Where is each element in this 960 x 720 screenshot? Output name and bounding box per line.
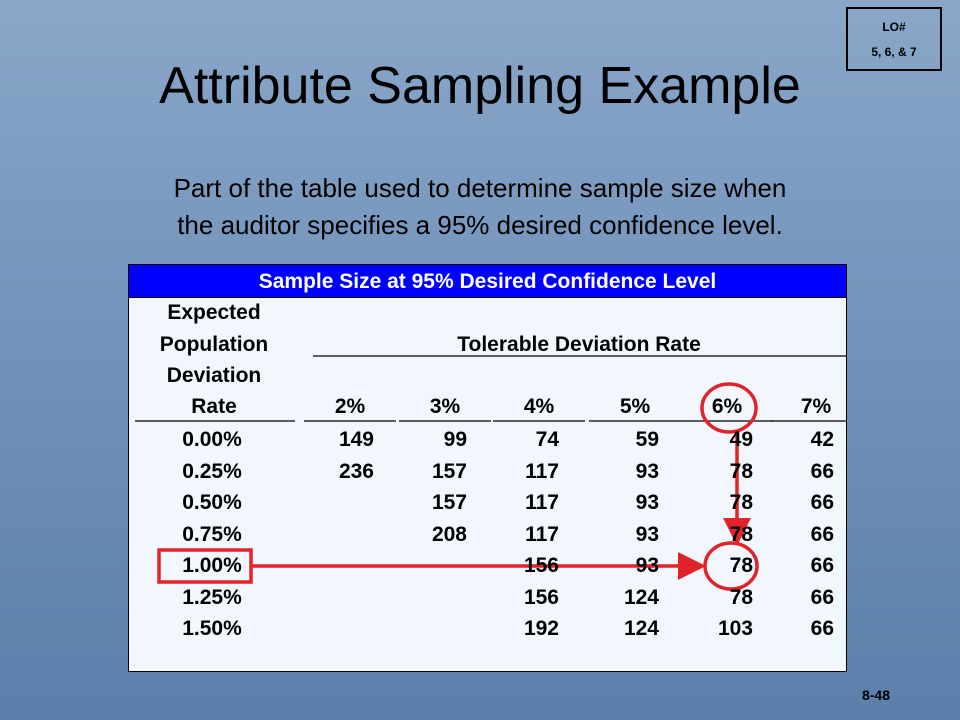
column-header: 5% (619, 395, 651, 418)
row-rate: 0.00% (182, 428, 242, 451)
table-cell: 124 (623, 617, 659, 640)
column-header: 4% (523, 395, 555, 418)
table-cell: 66 (810, 459, 834, 483)
slide-title: Attribute Sampling Example (159, 57, 801, 115)
column-header: 7% (800, 395, 832, 418)
table-cell: 78 (729, 585, 753, 609)
table-cell: 149 (338, 428, 374, 451)
table-cell: 192 (523, 617, 559, 640)
table-cell: 93 (635, 491, 659, 514)
table-title: Sample Size at 95% Desired Confidence Le… (129, 265, 846, 298)
table-cell: 93 (635, 554, 659, 577)
lo-badge-label: LO# (882, 20, 906, 34)
table-cell: 66 (810, 617, 834, 640)
table-cell: 208 (431, 522, 467, 546)
column-group-header: Tolerable Deviation Rate (457, 333, 701, 356)
table-cell: 66 (810, 554, 834, 577)
table-rules-and-highlights (135, 355, 846, 591)
row-rate: 0.75% (182, 522, 242, 546)
column-header: 2% (334, 395, 366, 418)
table-cell: 66 (810, 522, 834, 546)
row-rate: 1.25% (182, 585, 242, 609)
lo-badge: LO# 5, 6, & 7 (846, 7, 942, 71)
row-header-line: Deviation (166, 364, 262, 387)
table-cell: 74 (535, 428, 559, 451)
page-number: 8-48 (861, 687, 890, 703)
table-cell: 59 (635, 428, 659, 451)
row-rate: 0.50% (182, 491, 242, 514)
table-cell: 117 (525, 459, 559, 483)
row-header-line: Rate (191, 395, 237, 418)
table-cell: 156 (523, 585, 559, 609)
table-cell: 103 (717, 617, 753, 640)
column-header: 6% (711, 395, 743, 418)
table-cell: 117 (525, 491, 559, 514)
row-header-line: Population (159, 333, 269, 356)
table-cell: 78 (729, 459, 753, 483)
sample-size-table: Sample Size at 95% Desired Confidence Le… (128, 264, 847, 672)
lo-badge-numbers: 5, 6, & 7 (871, 45, 917, 59)
table-cell: 156 (523, 554, 559, 577)
table-cell: 42 (810, 428, 834, 451)
table-cell: 236 (338, 459, 374, 483)
column-header: 3% (429, 395, 461, 418)
subtitle-line-1: Part of the table used to determine samp… (173, 173, 787, 203)
row-header-line: Expected (167, 301, 261, 324)
row-rate: 0.25% (182, 459, 242, 483)
highlight-rate-box (157, 548, 253, 584)
table-cell: 124 (623, 585, 659, 609)
row-rate: 1.50% (182, 617, 242, 640)
table-cell: 78 (729, 491, 753, 514)
table-cell: 99 (443, 428, 467, 451)
table-cell: 66 (810, 585, 834, 609)
table-cell: 49 (729, 428, 753, 451)
table-cell: 78 (729, 554, 753, 577)
table-cell: 78 (729, 522, 753, 546)
table-cell: 93 (635, 459, 659, 483)
row-rate: 1.00% (182, 554, 242, 577)
table-cell: 117 (525, 522, 559, 546)
table-cell: 157 (431, 459, 467, 483)
table-cell: 66 (810, 491, 834, 514)
table-cell: 157 (431, 491, 467, 514)
highlight-column-circle (700, 382, 758, 434)
table-cell: 93 (635, 522, 659, 546)
slide-subtitle: Part of the table used to determine samp… (40, 170, 920, 244)
subtitle-line-2: the auditor specifies a 95% desired conf… (177, 210, 783, 240)
